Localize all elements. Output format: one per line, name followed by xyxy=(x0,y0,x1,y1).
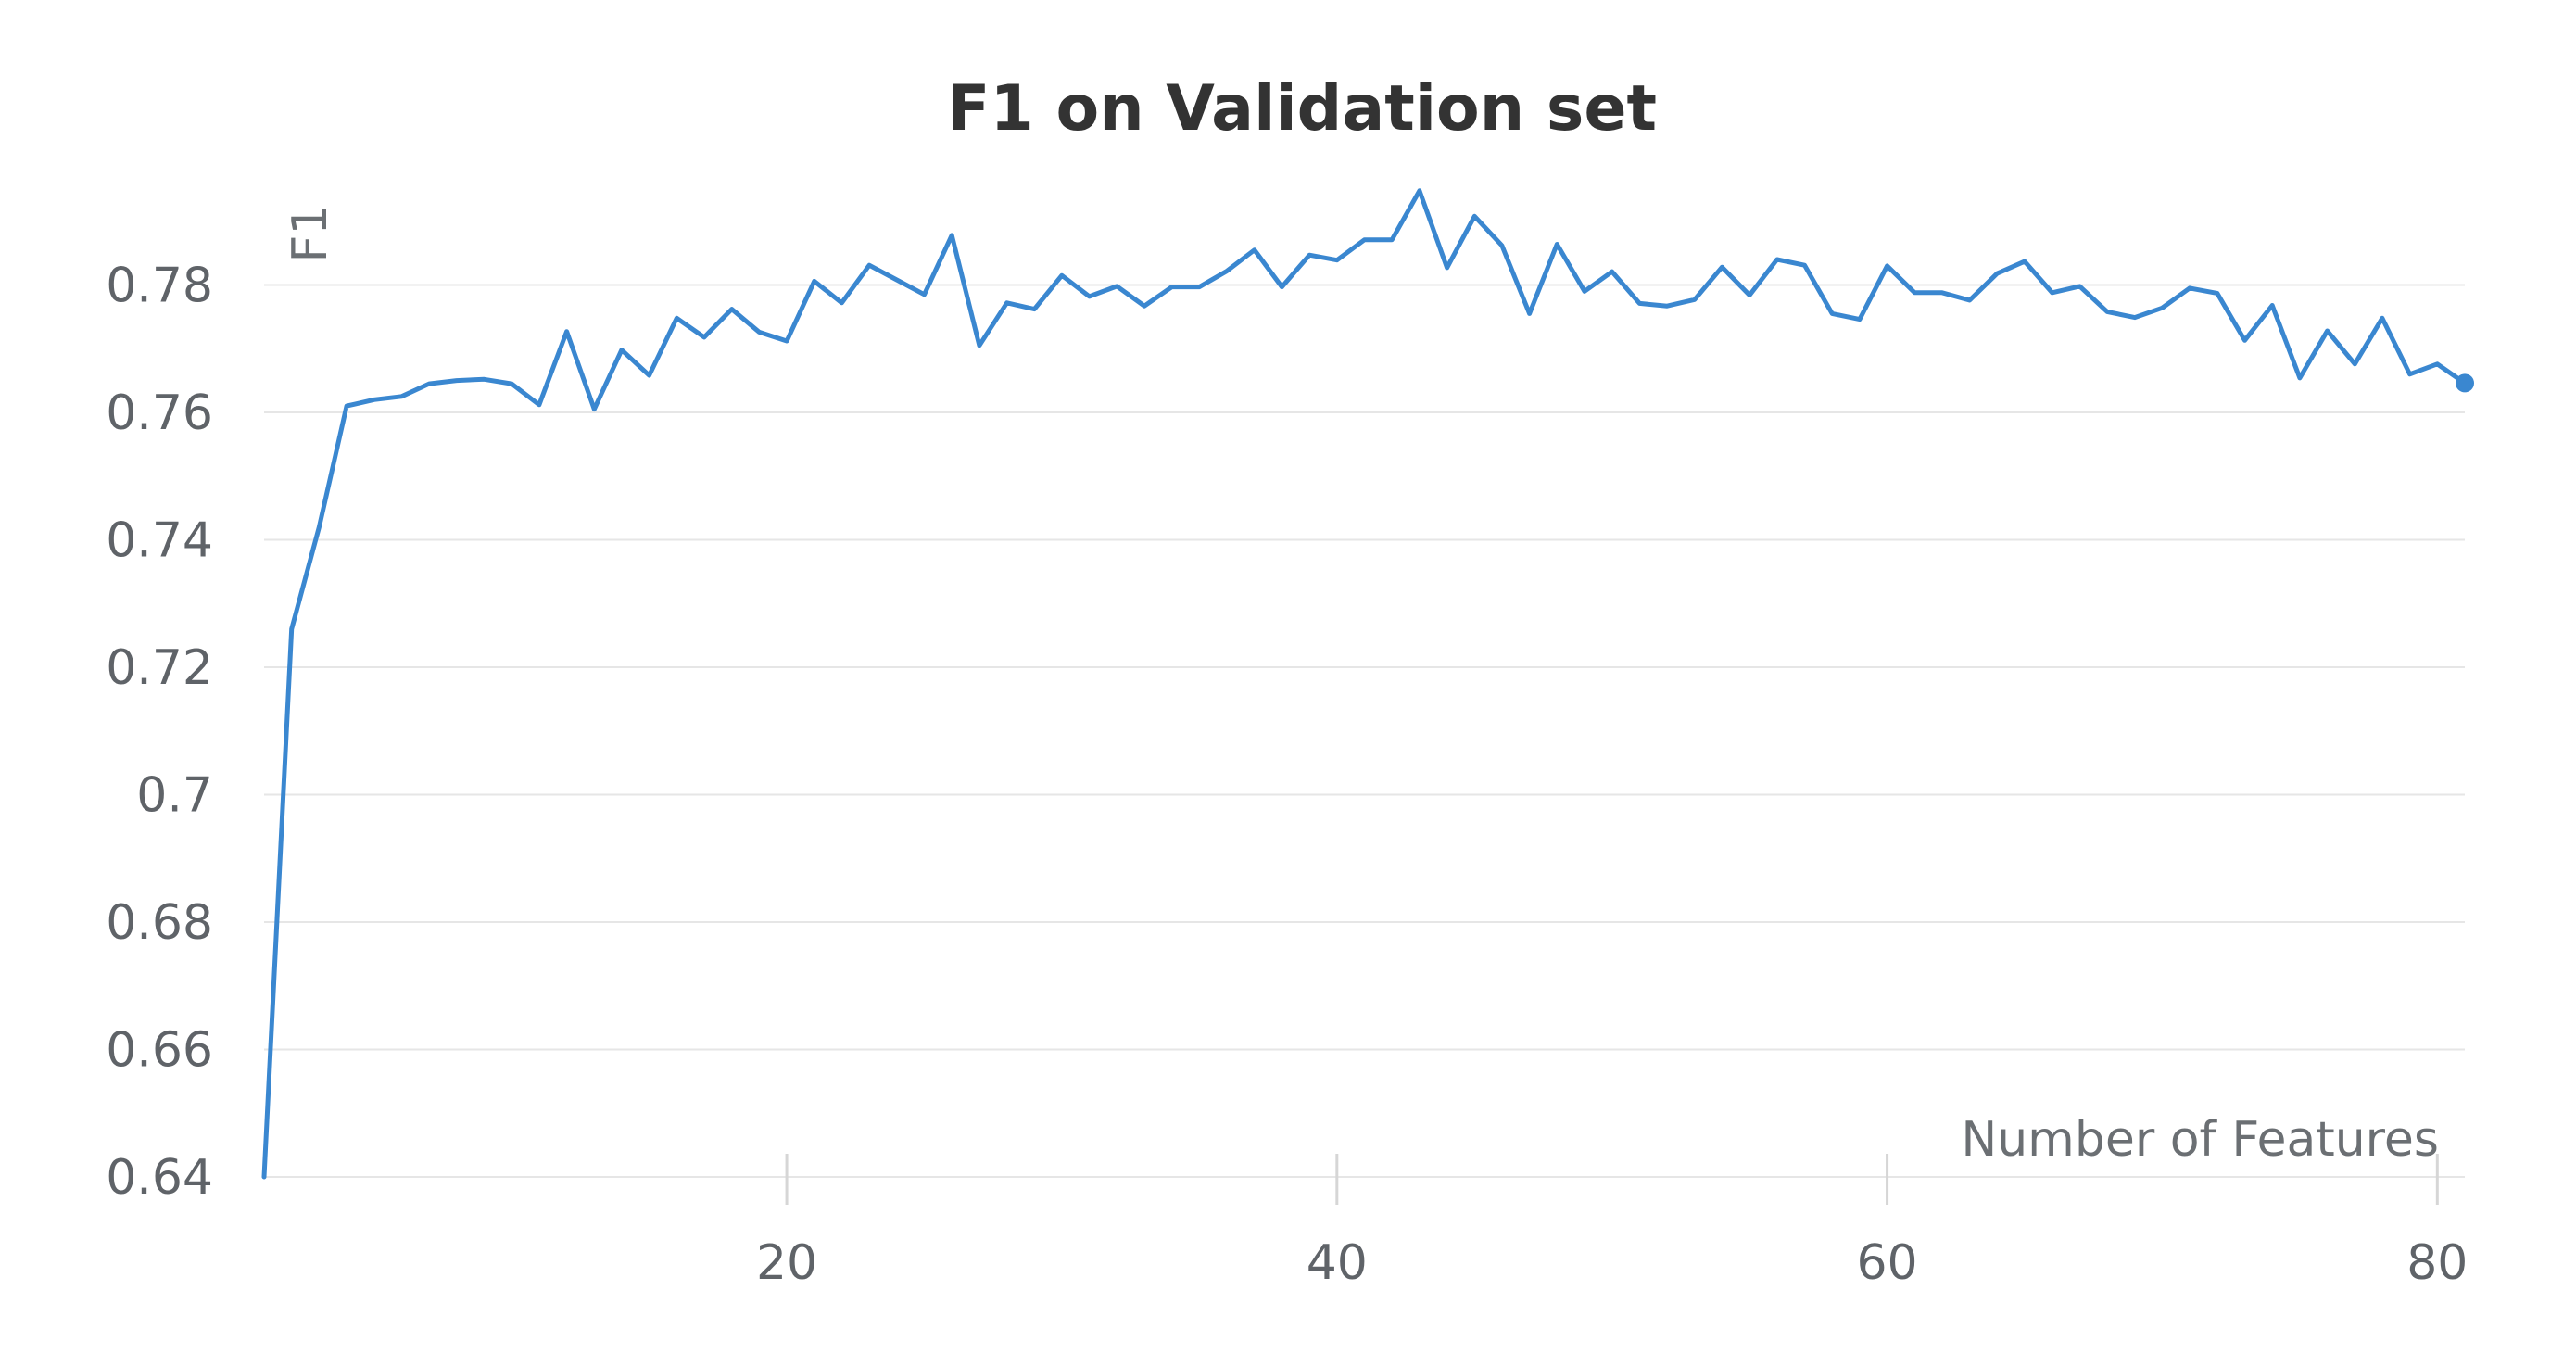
y-tick-label: 0.72 xyxy=(106,640,213,696)
x-tick-label: 20 xyxy=(756,1235,817,1291)
y-tick-label: 0.76 xyxy=(106,386,213,441)
x-tick-label: 60 xyxy=(1856,1235,1917,1291)
x-axis-label: Number of Features xyxy=(1961,1112,2439,1168)
grid-lines xyxy=(264,284,2465,1178)
x-axis-ticks xyxy=(785,1154,2439,1205)
y-axis-label: F1 xyxy=(283,205,338,263)
series-endpoint-marker xyxy=(2456,373,2474,393)
x-tick-label: 80 xyxy=(2406,1235,2468,1291)
chart-title: F1 on Validation set xyxy=(947,72,1657,145)
series-group xyxy=(261,188,2474,1180)
y-tick-label: 0.66 xyxy=(106,1023,213,1079)
x-axis-tick-labels: 20 40 60 80 xyxy=(756,1235,2468,1291)
y-tick-label: 0.64 xyxy=(106,1150,213,1206)
x-tick-label: 40 xyxy=(1307,1235,1368,1291)
y-tick-label: 0.68 xyxy=(106,895,213,951)
series-line xyxy=(261,188,2468,1180)
y-tick-label: 0.78 xyxy=(106,259,213,314)
y-axis-tick-labels: 0.64 0.66 0.68 0.7 0.72 0.74 0.76 0.78 xyxy=(106,259,213,1207)
y-tick-label: 0.74 xyxy=(106,513,213,569)
y-tick-label: 0.7 xyxy=(136,768,213,824)
